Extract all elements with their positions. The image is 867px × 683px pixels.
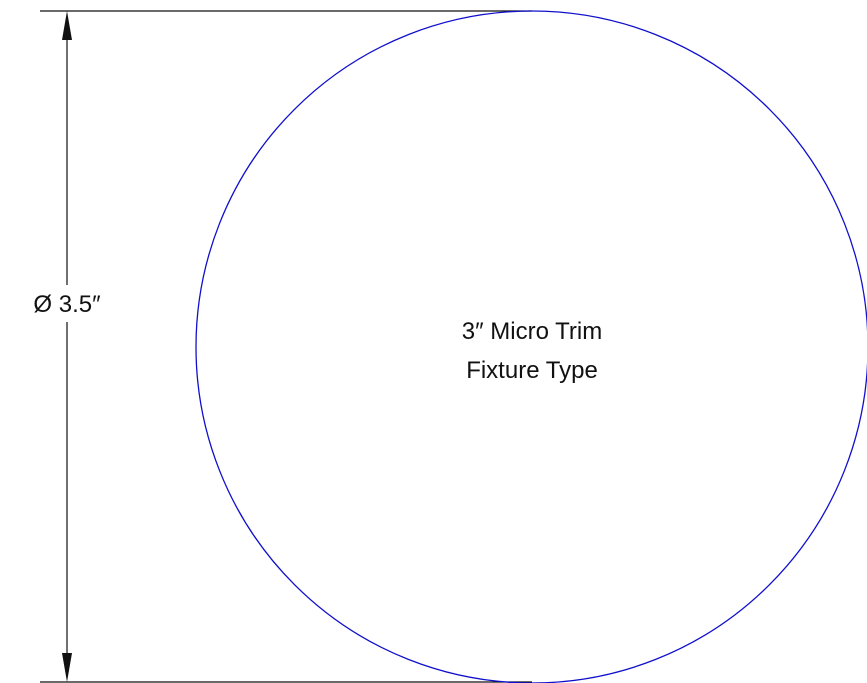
arrowhead-top-icon bbox=[62, 11, 72, 40]
fixture-label-line-2: Fixture Type bbox=[466, 357, 598, 384]
dimension-label: Ø 3.5″ bbox=[33, 291, 101, 318]
fixture-outline-circle bbox=[195, 10, 867, 683]
fixture-label-line-1: 3″ Micro Trim bbox=[462, 318, 603, 345]
arrowhead-bottom-icon bbox=[62, 653, 72, 682]
